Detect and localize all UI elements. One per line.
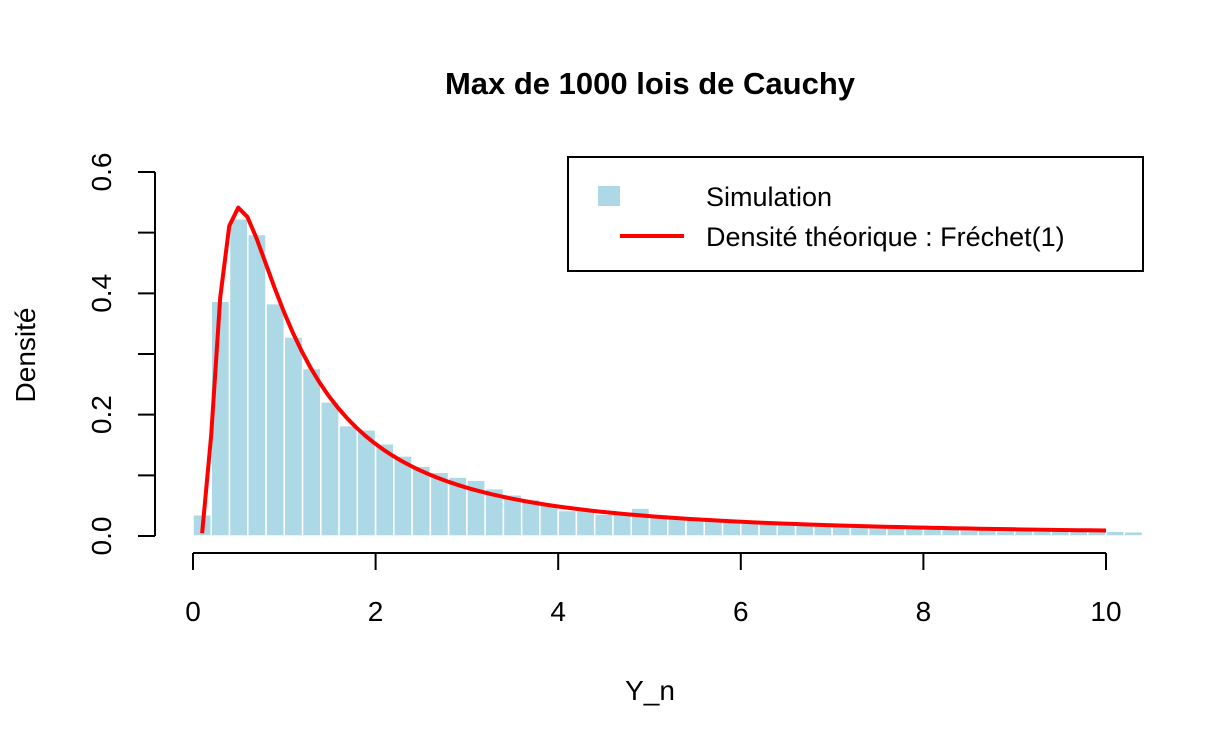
histogram-bar [867, 526, 888, 537]
histogram-bar [228, 217, 249, 537]
histogram-bar [593, 513, 614, 537]
x-ticks: 0 2 4 6 8 10 [185, 553, 1122, 627]
x-tick-label: 4 [550, 596, 566, 627]
y-axis-label: Densité [10, 308, 41, 403]
x-axis-label: Y_n [625, 675, 675, 706]
histogram-bar [411, 465, 432, 537]
histogram-bar [301, 367, 322, 537]
histogram-bar [338, 424, 359, 537]
histogram-bar [283, 336, 304, 537]
histogram-bar [904, 527, 925, 537]
legend-box [567, 156, 1144, 272]
histogram-bar [320, 401, 340, 537]
x-tick-label: 10 [1090, 596, 1121, 627]
legend-swatch-simulation [598, 186, 620, 206]
x-axis: 0 2 4 6 8 10 [185, 552, 1122, 627]
histogram-bar [940, 528, 961, 537]
y-tick-label: 0.2 [86, 395, 117, 434]
histogram-bar [356, 429, 377, 537]
y-tick-label: 0.6 [86, 153, 117, 192]
histogram-bar [575, 509, 596, 537]
histogram-bar [247, 233, 267, 537]
histogram-bar [849, 526, 870, 537]
histogram-bar [393, 455, 413, 537]
histogram-bar [886, 527, 906, 537]
histogram-bar [557, 509, 578, 537]
histogram-bar [794, 524, 815, 537]
y-axis: 0.0 0.2 0.4 0.6 [86, 153, 156, 556]
legend-label-simulation: Simulation [706, 182, 832, 212]
x-tick-label: 8 [916, 596, 932, 627]
histogram-bars [192, 217, 1144, 537]
chart-title: Max de 1000 lois de Cauchy [445, 66, 856, 101]
histogram-bar [1032, 530, 1052, 537]
y-tick-label: 0.4 [86, 274, 117, 313]
histogram-bar [995, 529, 1016, 537]
histogram-bar [813, 524, 833, 537]
legend-label-density: Densité théorique : Fréchet(1) [706, 222, 1065, 252]
x-tick-label: 2 [368, 596, 384, 627]
x-tick-label: 0 [185, 596, 201, 627]
y-ticks: 0.0 0.2 0.4 0.6 [86, 153, 155, 556]
y-tick-label: 0.0 [86, 517, 117, 556]
histogram-bar [1123, 531, 1144, 537]
legend: Simulation Densité théorique : Fréchet(1… [567, 156, 1144, 272]
histogram-bar [539, 503, 559, 537]
histogram-bar [374, 443, 395, 537]
histogram-bar [1105, 530, 1126, 537]
histogram-bar [265, 302, 286, 537]
histogram-bar [831, 525, 852, 537]
frechet-density-curve [200, 205, 1107, 534]
histogram-bar [959, 529, 979, 537]
x-tick-label: 6 [733, 596, 749, 627]
histogram-bar [630, 507, 651, 537]
